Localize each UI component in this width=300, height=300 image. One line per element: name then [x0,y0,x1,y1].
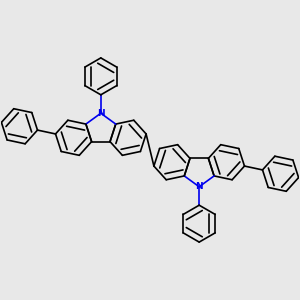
Text: N: N [97,109,105,118]
Text: N: N [195,182,203,191]
